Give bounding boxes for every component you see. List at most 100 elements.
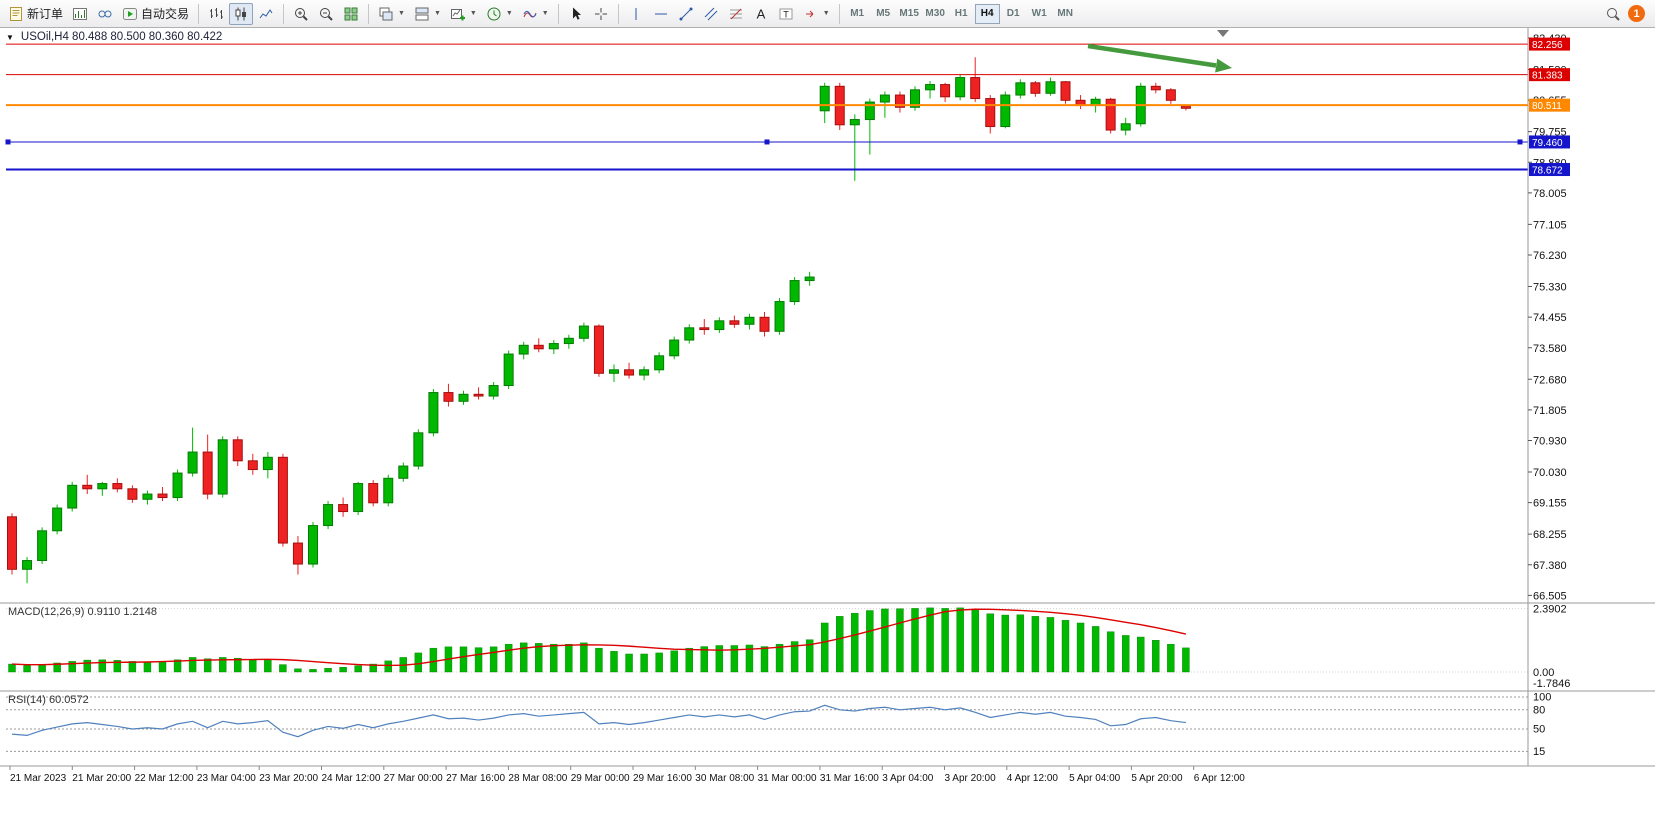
- candle-up: [1120, 123, 1131, 131]
- candle-up: [910, 89, 920, 108]
- cascade-icon: [378, 6, 394, 22]
- horizontal-line-button[interactable]: [649, 3, 673, 25]
- macd-bar: [655, 652, 663, 673]
- timeframe-m1[interactable]: M1: [850, 8, 865, 19]
- rsi-scale-label: 50: [1533, 724, 1545, 736]
- dropdown-arrow-icon[interactable]: ▼: [505, 10, 513, 17]
- macd-bar: [836, 616, 844, 673]
- price-line-badge: [1529, 135, 1570, 149]
- macd-bar: [971, 609, 979, 673]
- search-button[interactable]: [1601, 3, 1625, 25]
- chart-shift-marker[interactable]: [1217, 30, 1229, 37]
- zoom-out-button[interactable]: [314, 3, 338, 25]
- rsi-indicator-label: RSI(14) 60.0572: [8, 694, 89, 706]
- price-line-badge-value: 78.672: [1532, 165, 1563, 176]
- candle-down: [157, 493, 168, 499]
- channel-button[interactable]: [699, 3, 723, 25]
- new-order-icon: [8, 6, 24, 22]
- dropdown-arrow-icon[interactable]: ▼: [433, 10, 441, 17]
- trend-arrow-annotation[interactable]: [1087, 43, 1217, 68]
- periods-button[interactable]: ▼: [482, 3, 517, 25]
- candle-up: [804, 276, 815, 282]
- candle-up: [187, 451, 198, 474]
- timeframe-m30[interactable]: M30: [925, 8, 945, 19]
- timeframe-d1[interactable]: D1: [1006, 8, 1020, 19]
- macd-bar: [896, 608, 904, 673]
- cascade-windows-button[interactable]: ▼: [374, 3, 409, 25]
- vertical-line-button[interactable]: [624, 3, 648, 25]
- chart-menu-arrow-icon[interactable]: ▼: [6, 32, 14, 42]
- price-line-badge: [1529, 37, 1570, 51]
- rsi-line: [11, 704, 1186, 738]
- fibonacci-button[interactable]: [724, 3, 748, 25]
- dropdown-arrow-icon[interactable]: ▼: [469, 10, 477, 17]
- macd-bar: [956, 607, 964, 673]
- line-chart-button[interactable]: [254, 3, 278, 25]
- price-axis-label: 69.155: [1533, 498, 1567, 510]
- dropdown-arrow-icon[interactable]: ▼: [541, 10, 549, 17]
- dropdown-arrow-icon[interactable]: ▼: [822, 10, 830, 17]
- macd-bar: [550, 643, 558, 673]
- time-axis-label: 29 Mar 00:00: [571, 773, 630, 784]
- macd-bar: [504, 643, 513, 673]
- candle-down: [368, 483, 379, 504]
- candle-up: [398, 465, 409, 479]
- macd-bar: [429, 647, 438, 673]
- price-axis-label: 68.255: [1533, 529, 1567, 541]
- dropdown-arrow-icon[interactable]: ▼: [398, 10, 405, 17]
- price-axis-label: 78.005: [1533, 188, 1567, 200]
- label-button[interactable]: T: [774, 3, 798, 25]
- macd-bar: [188, 657, 197, 673]
- auto-trading-button[interactable]: 自动交易: [118, 3, 193, 25]
- price-chart-canvas[interactable]: 82.43081.53080.65579.75578.88078.00577.1…: [0, 28, 1655, 831]
- time-axis-label: 24 Mar 12:00: [322, 773, 381, 784]
- timeframe-m5[interactable]: M5: [876, 8, 891, 19]
- candle-down: [112, 483, 123, 490]
- macd-bar: [670, 650, 678, 673]
- arrange-windows-button[interactable]: ▼: [410, 3, 445, 25]
- new-order-button[interactable]: 新订单: [4, 3, 67, 25]
- chart-window[interactable]: 82.43081.53080.65579.75578.88078.00577.1…: [0, 28, 1655, 831]
- candlestick-chart-button[interactable]: [229, 2, 254, 25]
- bar-chart-button[interactable]: [204, 3, 228, 25]
- candle-up: [849, 119, 860, 126]
- indicators-button[interactable]: ▼: [518, 3, 553, 25]
- time-axis-label: 27 Mar 16:00: [446, 773, 505, 784]
- charts-window-button[interactable]: [68, 3, 92, 25]
- timeframe-mn[interactable]: MN: [1057, 8, 1073, 19]
- line-chart-icon: [258, 6, 274, 22]
- profiles-button[interactable]: [93, 3, 117, 25]
- timeframe-m15[interactable]: M15: [899, 8, 919, 19]
- timeframe-h1[interactable]: H1: [954, 8, 968, 19]
- shapes-button[interactable]: ▼: [799, 3, 834, 25]
- tile-windows-button[interactable]: [339, 3, 363, 25]
- zoom-out-icon: [318, 6, 334, 22]
- candle-down: [1150, 85, 1161, 91]
- cursor-button[interactable]: [564, 3, 588, 25]
- trendline-button[interactable]: [674, 3, 698, 25]
- crosshair-button[interactable]: [589, 3, 613, 25]
- price-axis-label: 70.930: [1533, 436, 1567, 448]
- chart-title-row: ▼ USOil,H4 80.488 80.500 80.360 80.422: [6, 31, 222, 43]
- candle-down: [1180, 105, 1191, 109]
- line-selection-handle[interactable]: [5, 139, 11, 145]
- new-chart-button[interactable]: ▼: [446, 3, 481, 25]
- timeframe-h4[interactable]: H4: [974, 3, 1000, 24]
- macd-bar: [1182, 647, 1190, 673]
- toolbar-separator: [617, 3, 619, 24]
- candle-up: [458, 393, 469, 402]
- price-line-badge: [1529, 163, 1570, 177]
- timeframe-w1[interactable]: W1: [1031, 8, 1047, 19]
- line-selection-handle[interactable]: [764, 139, 770, 145]
- line-selection-handle[interactable]: [1517, 139, 1523, 145]
- macd-bar: [309, 669, 317, 673]
- zoom-in-button[interactable]: [289, 3, 313, 25]
- candle-up: [609, 369, 619, 374]
- cursor-icon: [568, 6, 584, 22]
- rsi-scale-label: 15: [1533, 746, 1545, 758]
- notification-badge[interactable]: 1: [1628, 5, 1645, 22]
- macd-bar: [610, 651, 618, 673]
- text-button[interactable]: A: [749, 3, 773, 25]
- candle-down: [232, 439, 243, 462]
- macd-bar: [745, 644, 754, 673]
